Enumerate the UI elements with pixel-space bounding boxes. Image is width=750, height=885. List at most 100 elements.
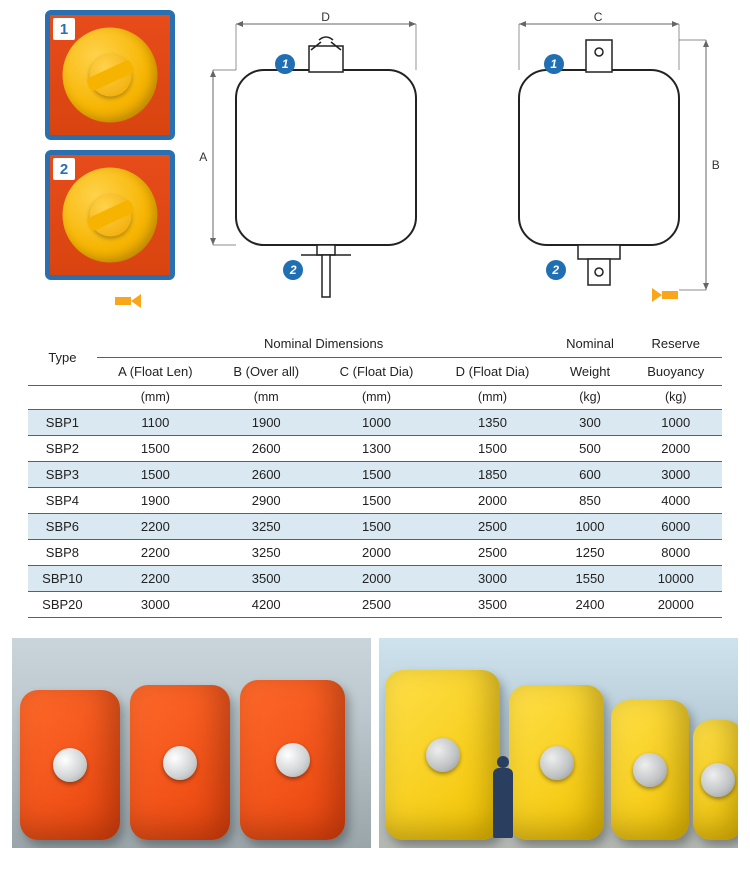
- table-cell: 1300: [319, 436, 435, 462]
- col-d-header: D (Float Dia): [435, 358, 551, 386]
- table-cell: 2500: [319, 592, 435, 618]
- col-weight-header: Weight: [550, 358, 629, 386]
- table-cell: 1500: [319, 462, 435, 488]
- table-cell: 300: [550, 410, 629, 436]
- table-cell: 1500: [435, 436, 551, 462]
- table-row: SBP111001900100013503001000: [28, 410, 722, 436]
- table-row: SBP203000420025003500240020000: [28, 592, 722, 618]
- table-cell: 1500: [97, 436, 214, 462]
- col-a-unit: (mm): [97, 386, 214, 410]
- table-cell: 20000: [630, 592, 722, 618]
- table-cell: 2200: [97, 514, 214, 540]
- table-cell: 1000: [319, 410, 435, 436]
- table-cell: 3500: [435, 592, 551, 618]
- table-cell: SBP3: [28, 462, 97, 488]
- table-cell: 2500: [435, 514, 551, 540]
- spec-table-body: SBP111001900100013503001000SBP2150026001…: [28, 410, 722, 618]
- dim-b-text: B: [712, 158, 720, 172]
- photo-yellow-buoys: [379, 638, 738, 848]
- table-cell: 3000: [630, 462, 722, 488]
- dim-d-text: D: [321, 10, 330, 24]
- table-cell: 1100: [97, 410, 214, 436]
- table-row: SBP215002600130015005002000: [28, 436, 722, 462]
- table-cell: 3250: [214, 514, 319, 540]
- person-icon: [493, 768, 513, 838]
- table-row: SBP6220032501500250010006000: [28, 514, 722, 540]
- col-buoyancy-unit: (kg): [630, 386, 722, 410]
- table-cell: SBP20: [28, 592, 97, 618]
- flange-icon: [63, 28, 158, 123]
- table-cell: SBP2: [28, 436, 97, 462]
- col-buoyancy-group: Reserve: [630, 330, 722, 358]
- table-cell: 1000: [630, 410, 722, 436]
- table-cell: 4200: [214, 592, 319, 618]
- col-type-unit: [28, 386, 97, 410]
- table-cell: 1550: [550, 566, 629, 592]
- table-cell: 2200: [97, 566, 214, 592]
- table-cell: SBP8: [28, 540, 97, 566]
- dim-c-text: C: [594, 10, 603, 24]
- table-cell: 1500: [319, 488, 435, 514]
- arrow-right-icon: [650, 288, 678, 302]
- table-row: SBP419002900150020008504000: [28, 488, 722, 514]
- table-cell: 500: [550, 436, 629, 462]
- table-cell: 1500: [319, 514, 435, 540]
- table-cell: 1900: [214, 410, 319, 436]
- table-cell: 850: [550, 488, 629, 514]
- diagram-front: D A 1 2: [191, 10, 441, 310]
- thumbnail-2: 2: [45, 150, 175, 280]
- col-weight-unit: (kg): [550, 386, 629, 410]
- bottom-photos: [0, 638, 750, 860]
- photo-orange-buoys: [12, 638, 371, 848]
- table-cell: 2200: [97, 540, 214, 566]
- table-cell: 1350: [435, 410, 551, 436]
- flange-icon: [63, 168, 158, 263]
- diagram-area: D A 1 2: [185, 10, 730, 310]
- table-cell: 2600: [214, 462, 319, 488]
- table-cell: 600: [550, 462, 629, 488]
- table-cell: 1000: [550, 514, 629, 540]
- table-cell: 3000: [97, 592, 214, 618]
- col-buoyancy-header: Buoyancy: [630, 358, 722, 386]
- table-row: SBP315002600150018506003000: [28, 462, 722, 488]
- col-b-header: B (Over all): [214, 358, 319, 386]
- table-row: SBP102200350020003000155010000: [28, 566, 722, 592]
- col-dimensions-header: Nominal Dimensions: [97, 330, 551, 358]
- table-cell: 1850: [435, 462, 551, 488]
- table-cell: 2000: [319, 540, 435, 566]
- table-row: SBP8220032502000250012508000: [28, 540, 722, 566]
- table-cell: 2600: [214, 436, 319, 462]
- col-c-unit: (mm): [319, 386, 435, 410]
- table-cell: 1500: [97, 462, 214, 488]
- marker-1-icon: 1: [544, 54, 564, 74]
- col-a-header: A (Float Len): [97, 358, 214, 386]
- dim-a-text: A: [199, 150, 207, 164]
- marker-2-icon: 2: [546, 260, 566, 280]
- table-cell: 1250: [550, 540, 629, 566]
- table-cell: 1900: [97, 488, 214, 514]
- table-cell: SBP10: [28, 566, 97, 592]
- spec-table: Type Nominal Dimensions Nominal Reserve …: [28, 330, 722, 618]
- col-type-header: Type: [28, 330, 97, 386]
- table-cell: 2400: [550, 592, 629, 618]
- thumbnail-1: 1: [45, 10, 175, 140]
- table-cell: 2500: [435, 540, 551, 566]
- col-d-unit: (mm): [435, 386, 551, 410]
- table-cell: 2000: [435, 488, 551, 514]
- table-cell: 2000: [630, 436, 722, 462]
- col-c-header: C (Float Dia): [319, 358, 435, 386]
- table-cell: 4000: [630, 488, 722, 514]
- col-weight-group: Nominal: [550, 330, 629, 358]
- table-cell: 3500: [214, 566, 319, 592]
- table-cell: 3000: [435, 566, 551, 592]
- table-cell: 8000: [630, 540, 722, 566]
- spec-table-wrap: Type Nominal Dimensions Nominal Reserve …: [0, 320, 750, 638]
- table-cell: SBP1: [28, 410, 97, 436]
- table-cell: 2900: [214, 488, 319, 514]
- arrow-left-icon: [115, 294, 143, 308]
- thumbnail-column: 1 2: [45, 10, 175, 310]
- table-cell: 6000: [630, 514, 722, 540]
- diagram-side: C B 1 2: [474, 10, 724, 310]
- table-cell: SBP6: [28, 514, 97, 540]
- table-cell: 3250: [214, 540, 319, 566]
